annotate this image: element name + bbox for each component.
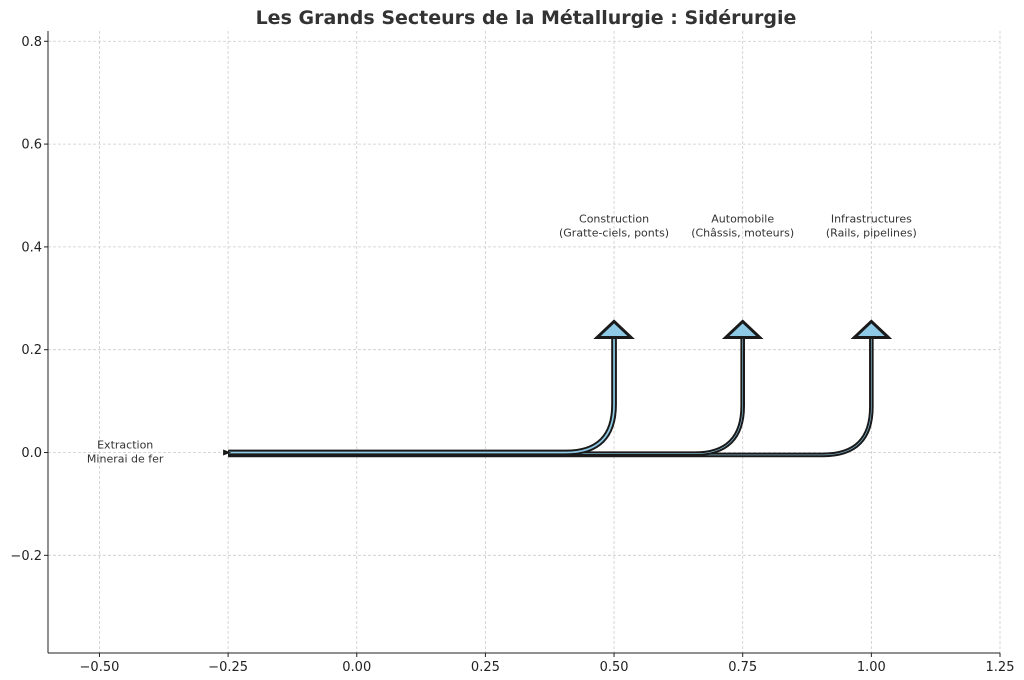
- flow-band-0: [228, 337, 615, 454]
- output-label-line: (Châssis, moteurs): [691, 227, 794, 240]
- x-tick-label-0: −0.50: [80, 660, 120, 675]
- y-tick-label-1: 0.0: [21, 446, 42, 461]
- flow-arrow-head-0: [593, 319, 635, 339]
- source-label-line: Minerai de fer: [87, 453, 164, 466]
- x-tick-label-3: 0.25: [471, 660, 500, 675]
- output-label-line: Infrastructures: [831, 213, 912, 226]
- source-label-line: Extraction: [97, 439, 153, 452]
- source-label: Extraction Minerai de fer: [87, 439, 164, 466]
- flow-outline-0: [228, 337, 617, 456]
- flow-band-2: [228, 337, 872, 456]
- chart-title: Les Grands Secteurs de la Métallurgie : …: [256, 7, 797, 29]
- flow-source-tail: [223, 449, 232, 456]
- grid-lines: [48, 31, 1001, 653]
- output-label-2: Infrastructures (Rails, pipelines): [826, 213, 917, 240]
- node-labels: Infrastructures (Rails, pipelines) Automob…: [87, 213, 917, 466]
- x-tick-label-7: 1.25: [986, 660, 1015, 675]
- y-tick-label-0: −0.2: [10, 549, 42, 564]
- y-tick-label-5: 0.8: [21, 35, 42, 50]
- output-label-1: Automobile (Châssis, moteurs): [691, 213, 794, 240]
- flow-arrow-head-2: [850, 319, 893, 339]
- x-tick-label-1: −0.25: [208, 660, 248, 675]
- flow-outline-2: [228, 337, 874, 458]
- output-label-line: Automobile: [711, 213, 774, 226]
- y-tick-label-2: 0.2: [21, 343, 42, 358]
- x-tick-label-6: 1.00: [857, 660, 886, 675]
- output-label-0: Construction (Gratte-ciels, ponts): [559, 213, 669, 240]
- output-label-line: Construction: [579, 213, 649, 226]
- y-tick-label-4: 0.6: [21, 138, 42, 153]
- output-label-line: (Gratte-ciels, ponts): [559, 227, 669, 240]
- flow-layer: [223, 319, 893, 458]
- x-tick-label-4: 0.50: [600, 660, 629, 675]
- axes: −0.50 −0.25 0.00 0.25 0.50 0.75 1.00 1.25 −0.2 0.…: [10, 31, 1014, 675]
- flow-band-1: [228, 337, 744, 455]
- output-label-line: (Rails, pipelines): [826, 227, 917, 240]
- x-tick-label-5: 0.75: [728, 660, 757, 675]
- x-tick-label-2: 0.00: [342, 660, 371, 675]
- flow-arrow-head-1: [721, 319, 764, 339]
- y-tick-label-3: 0.4: [21, 240, 42, 255]
